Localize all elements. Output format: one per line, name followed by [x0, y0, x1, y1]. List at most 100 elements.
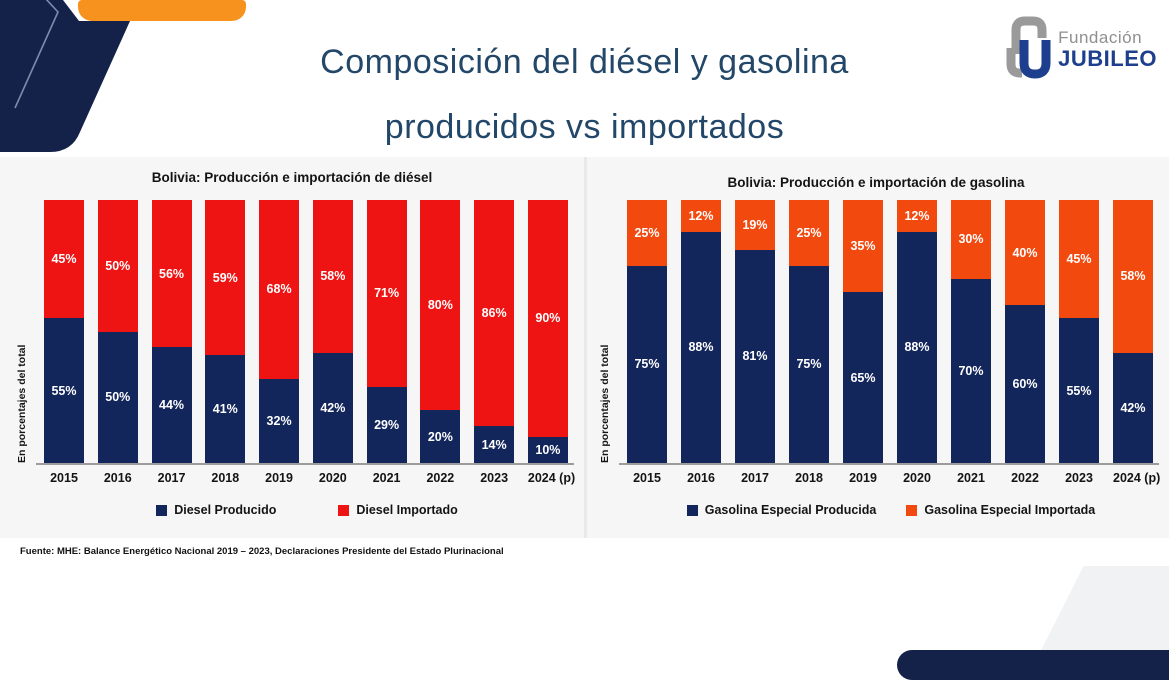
x-tick-label: 2015 — [633, 471, 661, 485]
bar-segment: 58% — [1113, 200, 1153, 353]
diesel-chart: Bolivia: Producción e importación de dié… — [8, 157, 576, 538]
bar-value-label: 35% — [850, 239, 876, 254]
bar-segment: 55% — [1059, 318, 1099, 463]
diesel-legend: Diesel Producido Diesel Importado — [38, 503, 576, 517]
bar-value-label: 71% — [374, 286, 400, 301]
bar-value-label: 68% — [266, 282, 292, 297]
bar-value-label: 59% — [212, 270, 238, 285]
bar-segment: 42% — [312, 352, 353, 463]
bar-value-label: 58% — [1120, 269, 1146, 284]
bar-segment: 88% — [897, 231, 937, 463]
bar-segment: 20% — [420, 410, 461, 463]
bar-value-label: 50% — [105, 258, 131, 273]
bar-2023: 45% 55% — [1059, 200, 1099, 463]
bar-value-label: 25% — [634, 225, 660, 240]
bar-segment: 50% — [97, 331, 138, 463]
bar-segment: 58% — [312, 200, 353, 353]
bar-segment: 14% — [474, 426, 515, 463]
bar-2020: 12% 88% — [897, 200, 937, 463]
bar-segment: 70% — [951, 278, 991, 463]
x-tick-label: 2018 — [211, 471, 240, 485]
bar-value-label: 12% — [904, 208, 930, 223]
gasolina-chart: Bolivia: Producción e importación de gas… — [591, 157, 1161, 538]
legend-label: Diesel Importado — [356, 503, 458, 517]
bar-value-label: 40% — [1012, 245, 1038, 260]
bar-segment: 29% — [366, 386, 407, 463]
legend-swatch — [906, 504, 918, 516]
bar-2017: 56% 44% — [151, 200, 192, 463]
gasolina-x-axis-ticks: 2015 2016 2017 2018 2019 2020 2021 2022 2023 2024… — [627, 471, 1161, 485]
charts-divider — [584, 157, 587, 538]
legend-label: Diesel Producido — [174, 503, 277, 517]
bar-value-label: 20% — [427, 429, 453, 444]
diesel-plot-area: 45% 55% 50% 50% 56% 44% 59% 41% 68% 32% 58% 42% 71% 2… — [44, 200, 568, 463]
bar-2024 (p): 58% 42% — [1113, 200, 1153, 463]
bar-segment: 10% — [527, 436, 568, 463]
bar-2019: 35% 65% — [843, 200, 883, 463]
orange-pill-shape — [78, 0, 246, 21]
bar-2017: 19% 81% — [735, 200, 775, 463]
legend-item: Gasolina Especial Producida — [686, 503, 876, 517]
bar-segment: 50% — [97, 200, 138, 332]
legend-item: Gasolina Especial Importada — [906, 503, 1095, 517]
bar-value-label: 86% — [481, 306, 507, 321]
bar-segment: 56% — [151, 200, 192, 348]
bar-value-label: 14% — [481, 437, 507, 452]
bar-segment: 25% — [627, 200, 667, 266]
bar-segment: 80% — [420, 200, 461, 411]
legend-swatch — [156, 504, 168, 516]
bar-segment: 30% — [951, 200, 991, 279]
bar-2022: 80% 20% — [420, 200, 461, 463]
legend-label: Gasolina Especial Importada — [924, 503, 1096, 517]
bar-value-label: 12% — [688, 208, 714, 223]
bar-segment: 44% — [151, 347, 192, 463]
bar-segment: 42% — [1113, 352, 1153, 463]
logo-jubileo-label: JUBILEO — [1058, 46, 1157, 71]
x-tick-label: 2020 — [903, 471, 931, 485]
diesel-x-axis-line — [36, 463, 574, 465]
diesel-x-axis-ticks: 2015 2016 2017 2018 2019 2020 2021 2022 2023 2024… — [44, 471, 576, 485]
bar-segment: 71% — [366, 200, 407, 387]
x-tick-label: 2024 (p) — [1113, 471, 1161, 485]
bar-value-label: 55% — [51, 383, 77, 398]
logo-text: Fundación JUBILEO — [1058, 28, 1157, 72]
bar-value-label: 50% — [105, 390, 131, 405]
logo-fundacion-label: Fundación — [1058, 28, 1143, 47]
bar-segment: 32% — [259, 378, 300, 463]
x-tick-label: 2021 — [372, 471, 401, 485]
bar-segment: 90% — [527, 200, 568, 437]
x-tick-label: 2016 — [687, 471, 715, 485]
bar-value-label: 88% — [904, 340, 930, 355]
bar-2018: 59% 41% — [205, 200, 246, 463]
bar-value-label: 42% — [320, 400, 346, 415]
fundacion-jubileo-logo: Fundación JUBILEO — [1002, 14, 1157, 80]
bar-segment: 19% — [735, 200, 775, 250]
gasolina-chart-title: Bolivia: Producción e importación de gas… — [727, 175, 1025, 190]
bar-2023: 86% 14% — [474, 200, 515, 463]
bar-value-label: 80% — [427, 298, 453, 313]
x-tick-label: 2022 — [426, 471, 455, 485]
bar-value-label: 60% — [1012, 377, 1038, 392]
bar-value-label: 81% — [742, 349, 768, 364]
bar-2022: 40% 60% — [1005, 200, 1045, 463]
bar-value-label: 45% — [51, 252, 77, 267]
x-tick-label: 2016 — [103, 471, 132, 485]
diesel-chart-title: Bolivia: Producción e importación de dié… — [151, 170, 433, 185]
x-tick-label: 2024 (p) — [527, 471, 576, 485]
bar-segment: 40% — [1005, 200, 1045, 306]
x-tick-label: 2017 — [741, 471, 769, 485]
bar-value-label: 32% — [266, 413, 292, 428]
bar-2018: 25% 75% — [789, 200, 829, 463]
bar-2015: 45% 55% — [44, 200, 84, 463]
bar-value-label: 30% — [958, 232, 984, 247]
bar-segment: 88% — [681, 231, 721, 463]
bar-segment: 81% — [735, 249, 775, 463]
bar-2021: 30% 70% — [951, 200, 991, 463]
bar-value-label: 75% — [796, 357, 822, 372]
x-tick-label: 2019 — [265, 471, 293, 485]
bar-value-label: 29% — [374, 417, 400, 432]
x-tick-label: 2023 — [1065, 471, 1093, 485]
bar-segment: 12% — [897, 200, 937, 232]
bar-segment: 55% — [44, 318, 84, 463]
